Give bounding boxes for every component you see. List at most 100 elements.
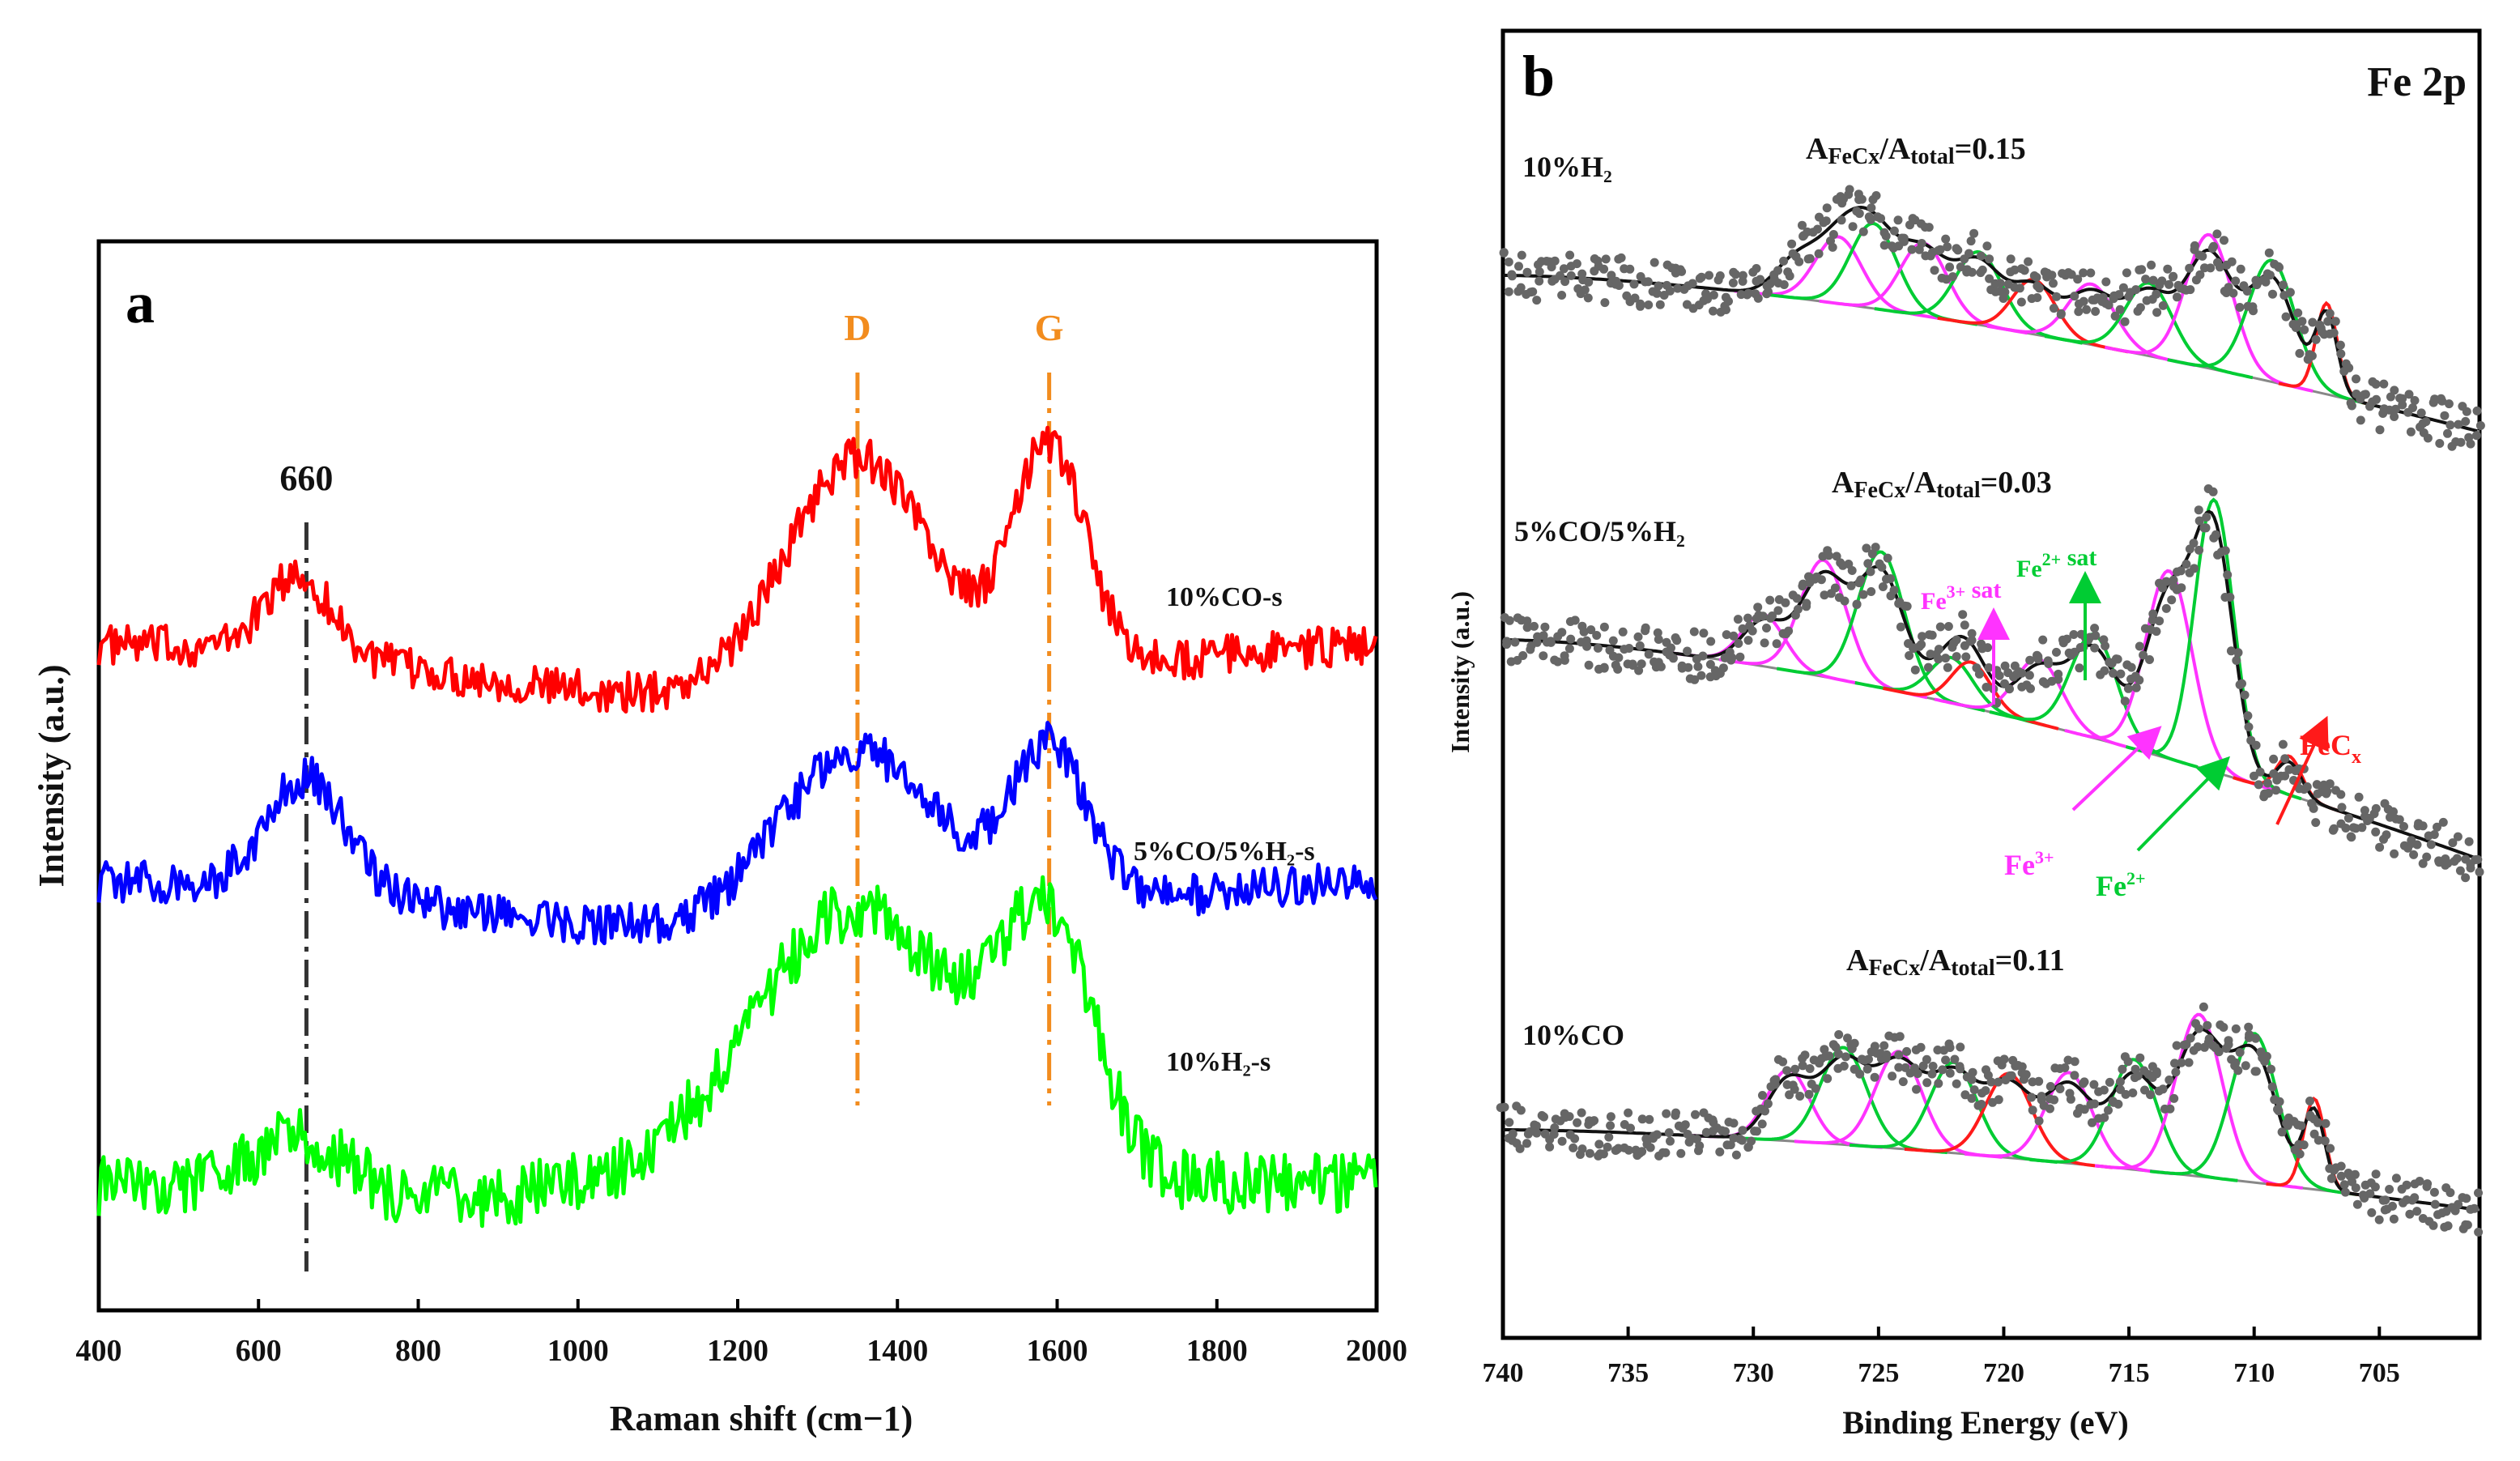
xps-data-point (1984, 663, 1994, 672)
xps-data-point (2241, 1061, 2250, 1071)
xps-data-point (2245, 1030, 2254, 1040)
xps-data-point (1680, 1120, 1690, 1130)
xps-data-point (2033, 293, 2042, 302)
xps-data-point (1539, 1112, 1548, 1122)
annotation-arrow (2071, 726, 2162, 811)
xps-data-point (1967, 628, 1977, 638)
xps-data-point (2190, 564, 2199, 573)
xps-data-point (1580, 285, 1590, 295)
xps-data-point (2147, 260, 2156, 270)
xps-data-point (1703, 294, 1712, 304)
xps-data-point (2069, 630, 2079, 639)
xps-data-point (1565, 250, 1575, 260)
xps-data-point (2408, 403, 2417, 412)
xps-data-point (1787, 239, 1797, 249)
xps-data-point (2131, 285, 2141, 295)
xps-data-point (1546, 637, 1556, 647)
xps-data-point (1599, 622, 1609, 632)
xps-data-point (2006, 254, 2016, 264)
xps-data-point (2399, 822, 2408, 831)
ratio-mid: /A (1905, 466, 1937, 500)
xps-data-point (1952, 635, 1961, 645)
xps-data-point (2133, 1071, 2143, 1080)
xps-data-point (2335, 340, 2345, 350)
xps-data-point (2021, 1070, 2031, 1080)
xps-data-point (2186, 285, 2195, 295)
xps-data-point (1662, 1109, 1671, 1118)
xps-data-point (2233, 1066, 2243, 1076)
xps-data-point (2158, 1084, 2168, 1094)
xps-data-point (2231, 1024, 2241, 1033)
xps-data-point (2075, 663, 2084, 673)
xps-data-point (1902, 1046, 1912, 1056)
xps-data-point (2346, 398, 2356, 408)
xps-data-point (2463, 1220, 2472, 1229)
xps-data-point (1794, 257, 1804, 266)
xps-data-point (1667, 643, 1675, 653)
xps-data-point (1688, 279, 1697, 288)
xps-data-point (1883, 553, 1892, 563)
xps-data-point (2148, 615, 2157, 625)
xps-data-point (2311, 818, 2321, 828)
xps-data-point (2079, 1079, 2088, 1088)
xps-data-point (1584, 660, 1594, 670)
xps-data-point (1757, 1119, 1767, 1129)
xps-data-point (2337, 803, 2347, 812)
xps-data-point (2443, 428, 2452, 438)
annotation-subscript: x (2352, 747, 2361, 768)
xps-data-point (1805, 253, 1815, 263)
xps-data-point (1922, 1054, 1931, 1064)
xps-data-point (1779, 280, 1789, 289)
xps-data-point (2017, 1062, 2027, 1071)
xps-data-point (2017, 668, 2027, 678)
xps-data-point (1734, 639, 1743, 648)
xps-data-point (2367, 1208, 2377, 1217)
xps-data-point (2389, 807, 2398, 816)
ratio-value: =0.15 (1955, 132, 2026, 166)
xps-data-point (1916, 1042, 1926, 1052)
xps-data-point (1644, 650, 1654, 659)
panel-a-letter: a (126, 270, 155, 335)
xps-data-point (1637, 659, 1646, 669)
x-tick-label: 1400 (866, 1334, 928, 1368)
xps-data-point (1557, 291, 1567, 300)
xps-data-point (1616, 253, 1626, 262)
xps-data-point (1560, 277, 1570, 287)
xps-data-point (2047, 270, 2057, 280)
xps-data-point (2394, 815, 2404, 824)
xps-data-point (2474, 1188, 2483, 1198)
xps-spectrum-0 (1499, 185, 2485, 451)
xps-data-point (1573, 1118, 1582, 1127)
xps-data-point (2390, 849, 2399, 858)
xps-data-point (2352, 374, 2360, 384)
xps-data-point (1654, 281, 1663, 291)
xps-data-point (1738, 1126, 1747, 1135)
xps-data-point (1583, 293, 1593, 303)
xps-data-point (2099, 1085, 2109, 1095)
annotation-base: Fe (1921, 588, 1947, 615)
xps-data-point (1668, 654, 1678, 663)
xps-data-point (2194, 516, 2204, 526)
xps-data-point (2236, 264, 2245, 274)
xps-data-point (1882, 1050, 1892, 1059)
xps-data-point (2446, 420, 2455, 430)
xps-data-point (2052, 647, 2061, 657)
xps-data-point (2000, 661, 2010, 671)
xps-data-point (2475, 421, 2485, 430)
xps-data-point (1599, 662, 1609, 672)
xps-data-point (1823, 546, 1833, 556)
xps-data-point (2028, 1105, 2037, 1115)
reference-label-D: D (844, 307, 871, 348)
xps-data-point (1590, 1116, 1599, 1126)
xps-data-point (1798, 1061, 1807, 1071)
xps-data-point (2313, 1118, 2322, 1127)
xps-data-point (1515, 1144, 1525, 1153)
ratio-prefix: A (1806, 132, 1828, 166)
xps-data-point (2000, 288, 2010, 297)
x-tick-label: 710 (2233, 1358, 2275, 1388)
xps-data-point (2404, 390, 2414, 399)
x-tick-label: 1600 (1027, 1334, 1088, 1368)
xps-data-point (1983, 643, 1993, 653)
ratio-subscript: FeCx (1854, 478, 1905, 503)
xps-data-point (2371, 1169, 2381, 1179)
